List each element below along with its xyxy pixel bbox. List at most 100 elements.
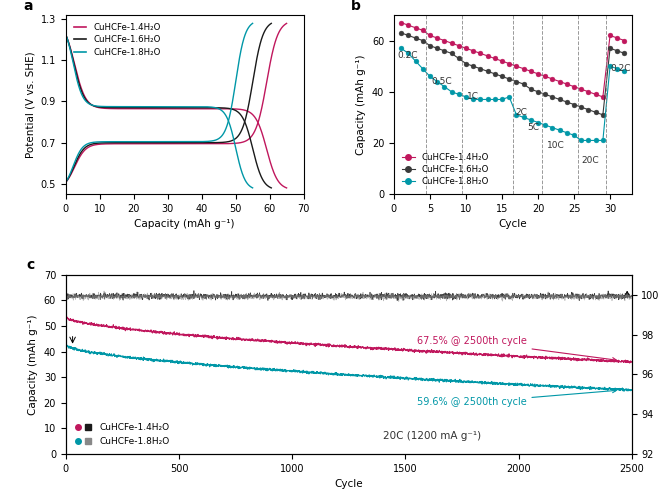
Y-axis label: Potential (V vs. SHE): Potential (V vs. SHE) [25, 51, 35, 158]
CuHCFe-1.4H₂O [469, 48, 477, 54]
CuHCFe-1.8H₂O [584, 137, 592, 143]
CuHCFe-1.6H₂O [577, 104, 585, 110]
CuHCFe-1.4H₂O [592, 91, 599, 97]
CuHCFe-1.6H₂O [469, 63, 477, 69]
Text: b: b [351, 0, 361, 12]
CuHCFe-1.8H₂O [462, 94, 470, 100]
Y-axis label: Capacity (mAh g⁻¹): Capacity (mAh g⁻¹) [28, 314, 38, 415]
CuHCFe-1.8H₂O [484, 96, 492, 102]
Legend: CuHCFe-1.4H₂O, CuHCFe-1.6H₂O, CuHCFe-1.8H₂O: CuHCFe-1.4H₂O, CuHCFe-1.6H₂O, CuHCFe-1.8… [70, 19, 164, 60]
CuHCFe-1.4H₂O [462, 45, 470, 51]
X-axis label: Capacity (mAh g⁻¹): Capacity (mAh g⁻¹) [134, 220, 235, 230]
CuHCFe-1.6H₂O [462, 60, 470, 66]
CuHCFe-1.6H₂O [592, 109, 599, 115]
CuHCFe-1.6H₂O [426, 43, 434, 49]
CuHCFe-1.6H₂O [549, 94, 557, 100]
Text: 67.5% @ 2500th cycle: 67.5% @ 2500th cycle [417, 336, 617, 362]
Text: a: a [23, 0, 32, 12]
CuHCFe-1.4H₂O [534, 71, 542, 77]
CuHCFe-1.6H₂O [599, 112, 607, 118]
Text: 59.6% @ 2500th cycle: 59.6% @ 2500th cycle [417, 389, 617, 408]
CuHCFe-1.8H₂O [433, 78, 441, 84]
CuHCFe-1.4H₂O [433, 35, 441, 41]
Line: CuHCFe-1.8H₂O: CuHCFe-1.8H₂O [399, 46, 627, 143]
CuHCFe-1.8H₂O [455, 91, 463, 97]
CuHCFe-1.8H₂O [556, 127, 564, 133]
Text: 1C: 1C [467, 92, 480, 101]
CuHCFe-1.4H₂O [513, 63, 520, 69]
CuHCFe-1.4H₂O [542, 73, 549, 79]
X-axis label: Cycle: Cycle [334, 480, 363, 490]
CuHCFe-1.8H₂O [426, 73, 434, 79]
CuHCFe-1.8H₂O [476, 96, 484, 102]
CuHCFe-1.8H₂O [469, 96, 477, 102]
Text: c: c [26, 258, 34, 272]
CuHCFe-1.8H₂O [606, 63, 614, 69]
CuHCFe-1.4H₂O [484, 53, 492, 59]
CuHCFe-1.8H₂O [447, 89, 455, 95]
CuHCFe-1.4H₂O [577, 86, 585, 92]
CuHCFe-1.8H₂O [599, 137, 607, 143]
CuHCFe-1.4H₂O [520, 66, 528, 72]
Text: 5C: 5C [527, 123, 539, 132]
CuHCFe-1.4H₂O [556, 78, 564, 84]
CuHCFe-1.6H₂O [484, 68, 492, 74]
CuHCFe-1.8H₂O [527, 117, 535, 123]
CuHCFe-1.4H₂O [570, 84, 578, 90]
Text: 0.2C: 0.2C [397, 51, 418, 60]
CuHCFe-1.6H₂O [534, 89, 542, 95]
Y-axis label: Capacity (mAh g⁻¹): Capacity (mAh g⁻¹) [356, 54, 367, 155]
Text: 20C (1200 mA g⁻¹): 20C (1200 mA g⁻¹) [383, 431, 481, 441]
CuHCFe-1.8H₂O [520, 114, 528, 120]
CuHCFe-1.6H₂O [513, 78, 520, 84]
CuHCFe-1.6H₂O [447, 50, 455, 56]
Text: 0.5C: 0.5C [432, 77, 452, 86]
CuHCFe-1.6H₂O [505, 76, 513, 82]
CuHCFe-1.4H₂O [620, 37, 628, 43]
CuHCFe-1.8H₂O [491, 96, 499, 102]
CuHCFe-1.4H₂O [455, 43, 463, 49]
Legend: CuHCFe-1.4H₂O, CuHCFe-1.6H₂O, CuHCFe-1.8H₂O: CuHCFe-1.4H₂O, CuHCFe-1.6H₂O, CuHCFe-1.8… [398, 149, 492, 190]
X-axis label: Cycle: Cycle [499, 220, 527, 230]
Text: 0.2C: 0.2C [610, 64, 630, 73]
CuHCFe-1.8H₂O [505, 94, 513, 100]
Legend: CuHCFe-1.4H₂O, CuHCFe-1.8H₂O: CuHCFe-1.4H₂O, CuHCFe-1.8H₂O [70, 420, 173, 450]
CuHCFe-1.6H₂O [584, 107, 592, 113]
CuHCFe-1.4H₂O [412, 25, 420, 31]
CuHCFe-1.6H₂O [440, 48, 448, 54]
CuHCFe-1.6H₂O [563, 99, 570, 105]
CuHCFe-1.4H₂O [505, 60, 513, 66]
CuHCFe-1.8H₂O [563, 130, 570, 136]
CuHCFe-1.8H₂O [549, 125, 557, 131]
CuHCFe-1.6H₂O [556, 96, 564, 102]
CuHCFe-1.4H₂O [440, 37, 448, 43]
CuHCFe-1.6H₂O [412, 35, 420, 41]
CuHCFe-1.6H₂O [620, 50, 628, 56]
CuHCFe-1.4H₂O [527, 68, 535, 74]
CuHCFe-1.4H₂O [606, 32, 614, 38]
CuHCFe-1.8H₂O [405, 50, 413, 56]
Line: CuHCFe-1.6H₂O: CuHCFe-1.6H₂O [399, 30, 627, 117]
Text: 20C: 20C [581, 157, 599, 166]
CuHCFe-1.4H₂O [447, 40, 455, 46]
Line: CuHCFe-1.4H₂O: CuHCFe-1.4H₂O [399, 20, 627, 99]
CuHCFe-1.4H₂O [491, 55, 499, 61]
CuHCFe-1.6H₂O [455, 55, 463, 61]
CuHCFe-1.4H₂O [476, 50, 484, 56]
CuHCFe-1.8H₂O [397, 45, 405, 51]
CuHCFe-1.4H₂O [584, 89, 592, 95]
CuHCFe-1.8H₂O [592, 137, 599, 143]
CuHCFe-1.6H₂O [542, 91, 549, 97]
CuHCFe-1.8H₂O [498, 96, 506, 102]
CuHCFe-1.8H₂O [577, 137, 585, 143]
CuHCFe-1.6H₂O [570, 102, 578, 108]
CuHCFe-1.6H₂O [405, 32, 413, 38]
CuHCFe-1.4H₂O [397, 19, 405, 25]
CuHCFe-1.6H₂O [491, 71, 499, 77]
CuHCFe-1.6H₂O [498, 73, 506, 79]
CuHCFe-1.6H₂O [520, 81, 528, 87]
CuHCFe-1.8H₂O [418, 66, 426, 72]
CuHCFe-1.8H₂O [412, 58, 420, 64]
CuHCFe-1.6H₂O [476, 66, 484, 72]
CuHCFe-1.6H₂O [418, 37, 426, 43]
